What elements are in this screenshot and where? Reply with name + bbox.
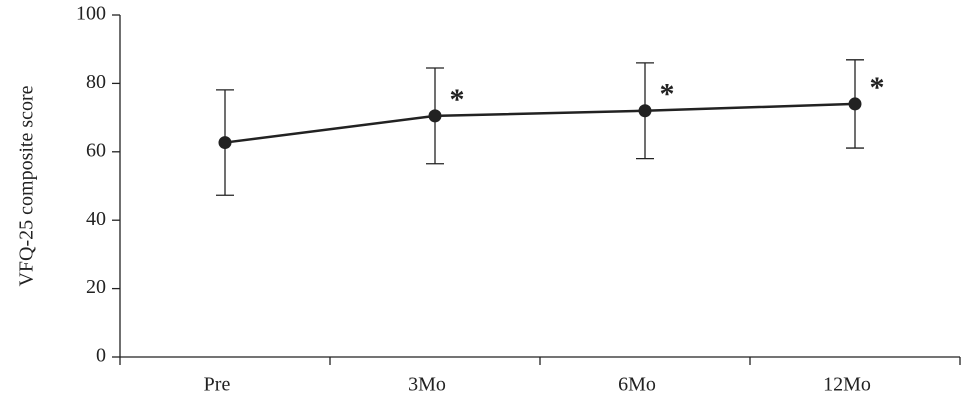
significance-mark: * — [450, 83, 465, 116]
data-point — [848, 97, 862, 111]
significance-mark: * — [870, 71, 885, 104]
data-point — [428, 109, 442, 123]
data-point — [638, 104, 652, 118]
data-point — [218, 136, 232, 150]
y-axis-label: VFQ-25 composite score — [16, 85, 38, 286]
y-tick-label: 40 — [86, 208, 106, 230]
significance-mark: * — [660, 78, 675, 111]
x-tick-label: 3Mo — [408, 374, 446, 396]
y-tick-label: 60 — [86, 139, 106, 161]
x-tick-label: Pre — [204, 374, 231, 396]
y-tick-label: 100 — [76, 3, 106, 25]
y-tick-label: 80 — [86, 71, 106, 93]
series-line — [224, 102, 856, 144]
y-tick-label: 0 — [96, 345, 106, 367]
y-tick-label: 20 — [86, 276, 106, 298]
x-tick-label: 12Mo — [823, 374, 871, 396]
x-tick-label: 6Mo — [618, 374, 656, 396]
